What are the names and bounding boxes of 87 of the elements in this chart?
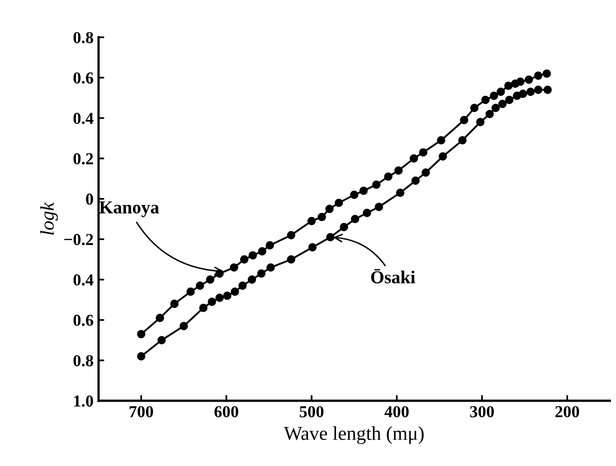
y-tick-label: −0.2: [64, 234, 93, 246]
point: [248, 251, 257, 260]
point: [422, 168, 430, 177]
point: [206, 275, 214, 284]
point: [372, 180, 381, 189]
point: [248, 275, 256, 284]
point: [186, 288, 195, 296]
point: [215, 294, 224, 302]
y-axis-title: logk: [40, 202, 58, 235]
point: [180, 322, 188, 330]
x-tick-label: 300: [470, 406, 494, 418]
point: [419, 148, 428, 157]
point: [240, 255, 248, 264]
annotation: Kanoya: [99, 201, 159, 218]
point: [505, 96, 514, 104]
point: [534, 71, 542, 80]
point: [486, 110, 494, 118]
y-tick-label: 0.6: [74, 314, 94, 326]
x-axis-title: Wave length (mμ): [284, 426, 424, 444]
point: [490, 92, 498, 100]
point: [307, 216, 316, 226]
point: [411, 176, 420, 185]
point: [384, 172, 392, 181]
point: [266, 241, 274, 250]
point: [238, 281, 247, 290]
y-tick-label: 0.4: [74, 274, 94, 286]
point: [325, 204, 334, 214]
point: [196, 281, 204, 290]
point: [137, 330, 146, 338]
point: [496, 88, 505, 96]
point: [286, 255, 296, 264]
y-tick-label: 0.2: [74, 153, 93, 164]
point: [308, 243, 317, 252]
point: [524, 76, 534, 84]
point: [394, 166, 403, 175]
point: [350, 214, 360, 224]
point: [460, 116, 468, 124]
point: [526, 88, 535, 96]
point: [374, 202, 384, 212]
point: [504, 82, 513, 90]
point: [543, 86, 552, 94]
x-tick-label: 700: [130, 406, 154, 418]
point: [458, 136, 467, 144]
point: [258, 247, 266, 256]
x-tick-label: 200: [555, 406, 580, 418]
point: [491, 104, 500, 112]
point: [498, 100, 507, 108]
point: [170, 300, 179, 308]
y-tick-label: 0.6: [74, 72, 94, 84]
y-tick-label: 0.8: [74, 355, 94, 366]
point: [230, 263, 238, 272]
point: [156, 314, 164, 322]
x-tick-label: 400: [384, 406, 409, 418]
annotation: Ōsaki: [371, 269, 416, 284]
point: [359, 186, 368, 195]
point: [470, 104, 479, 112]
point: [223, 292, 232, 300]
point: [396, 188, 404, 197]
point: [157, 336, 166, 344]
point: [326, 233, 335, 242]
point: [518, 90, 528, 98]
point: [208, 298, 216, 306]
point: [340, 222, 348, 232]
y-tick-label: 1.0: [74, 395, 94, 407]
point: [476, 118, 484, 126]
point: [516, 78, 525, 86]
y-tick-label: 0.4: [74, 112, 94, 124]
point: [137, 352, 146, 360]
point: [266, 263, 275, 272]
point: [481, 96, 490, 104]
point: [534, 86, 542, 94]
point: [436, 136, 446, 144]
point: [410, 154, 418, 163]
point: [318, 212, 326, 222]
point: [230, 288, 240, 296]
x-tick-label: 500: [300, 406, 324, 418]
point: [257, 269, 266, 278]
x-tick-label: 600: [214, 406, 238, 418]
point: [542, 69, 551, 78]
point: [362, 208, 372, 218]
point: [350, 190, 358, 199]
y-tick-label: 0: [86, 194, 94, 205]
point: [286, 231, 296, 240]
y-tick-label: 0.8: [74, 32, 94, 44]
point: [438, 152, 447, 161]
point: [334, 198, 344, 208]
point: [199, 304, 208, 312]
